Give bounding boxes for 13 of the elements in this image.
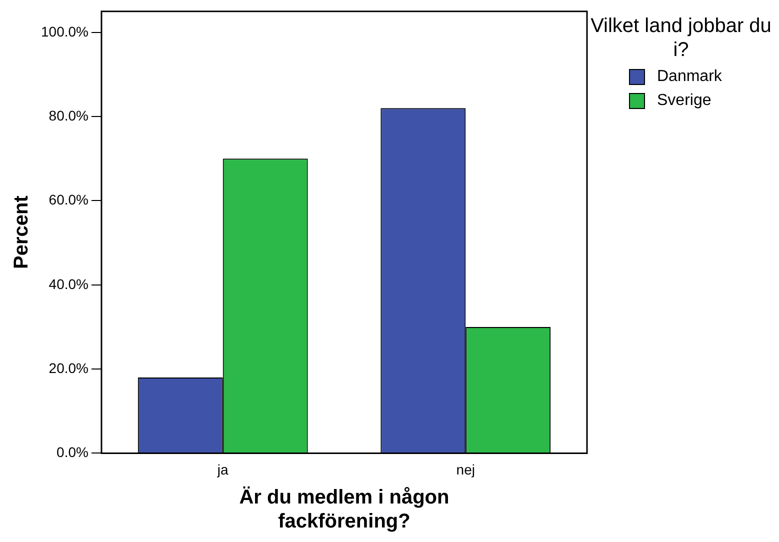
legend-label: Danmark	[657, 68, 722, 86]
legend-label: Sverige	[657, 92, 712, 110]
y-axis-title: Percent	[10, 195, 33, 269]
x-tick-label: nej	[456, 461, 475, 478]
y-tick-label: 80.0%	[48, 107, 88, 124]
y-tick-label: 100.0%	[41, 23, 88, 40]
y-tick-label: 60.0%	[48, 192, 88, 208]
legend-title: Vilket land jobbar du i?	[590, 14, 772, 62]
y-tick-label: 0.0%	[56, 444, 88, 460]
y-tick-label: 20.0%	[48, 360, 88, 376]
y-tick-label: 40.0%	[48, 276, 88, 292]
x-tick-label: ja	[216, 461, 229, 478]
x-axis-title: Är du medlem i någon fackförening?	[239, 486, 450, 533]
